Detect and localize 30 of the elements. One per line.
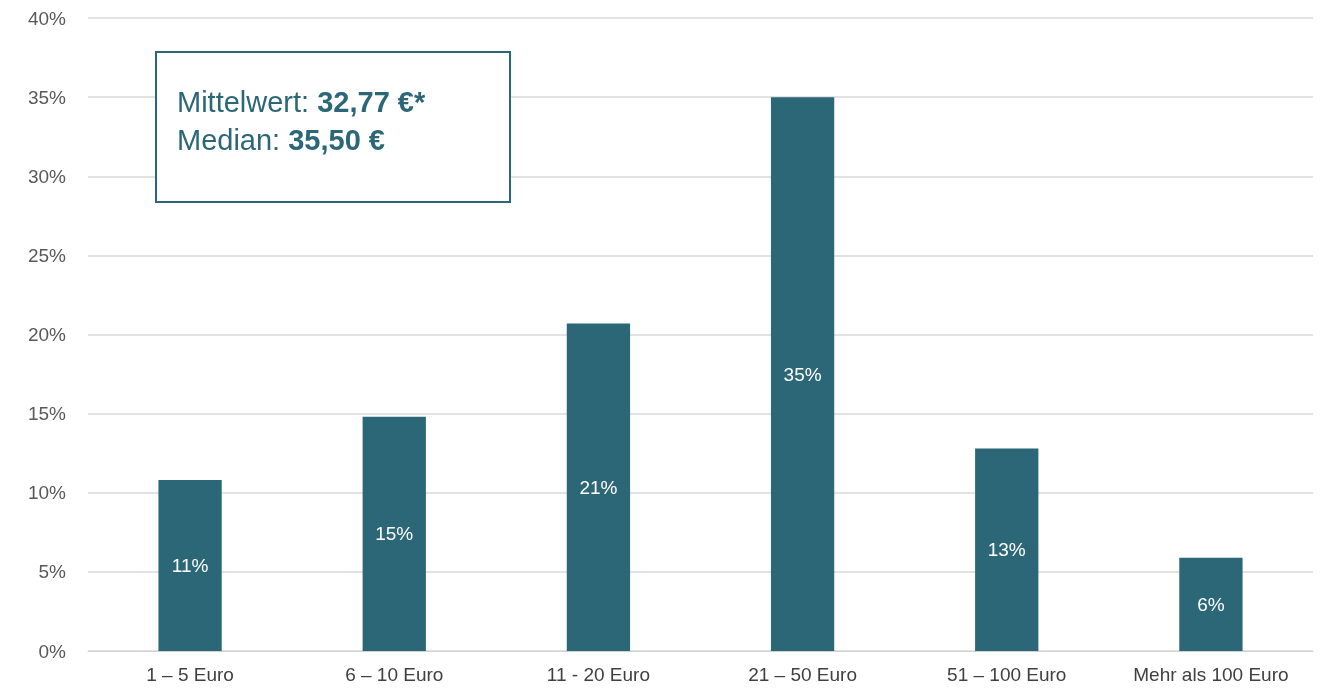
data-label: 35%	[783, 363, 822, 385]
annotation: Mittelwert: 32,77 €*	[177, 85, 427, 120]
y-tick-label: 30%	[27, 165, 67, 187]
y-tick-label: 35%	[27, 86, 67, 108]
y-tick-label: 40%	[27, 7, 67, 29]
x-tick-label: 21 – 50 Euro	[748, 664, 857, 685]
bar	[362, 416, 426, 651]
bar	[158, 480, 222, 651]
data-label: 6%	[1197, 593, 1225, 615]
data-label: 15%	[375, 523, 414, 545]
x-tick-label: Mehr als 100 Euro	[1133, 664, 1289, 685]
x-tick-label: 11 - 20 Euro	[546, 664, 650, 685]
y-tick-label: 20%	[27, 324, 67, 345]
data-label: 21%	[579, 476, 618, 498]
y-tick-label: 25%	[27, 244, 67, 266]
data-label: 13%	[987, 539, 1026, 561]
bar	[770, 97, 835, 651]
x-tick-label: 1 – 5 Euro	[146, 664, 234, 685]
y-tick-label: 10%	[27, 482, 67, 504]
annotation: Median: 35,50 €	[177, 123, 386, 158]
bar	[566, 323, 631, 651]
y-tick-label: 0%	[38, 640, 67, 662]
text-box: Mittelwert: 32,77 €* Median: 35,50 €	[155, 51, 511, 203]
bar	[975, 448, 1039, 651]
bar	[1179, 557, 1243, 651]
data-label: 11%	[171, 555, 209, 577]
x-tick-label: 6 – 10 Euro	[345, 664, 444, 685]
y-tick-label: 5%	[38, 561, 67, 583]
y-tick-label: 15%	[27, 403, 67, 425]
x-tick-label: 51 – 100 Euro	[947, 664, 1067, 685]
